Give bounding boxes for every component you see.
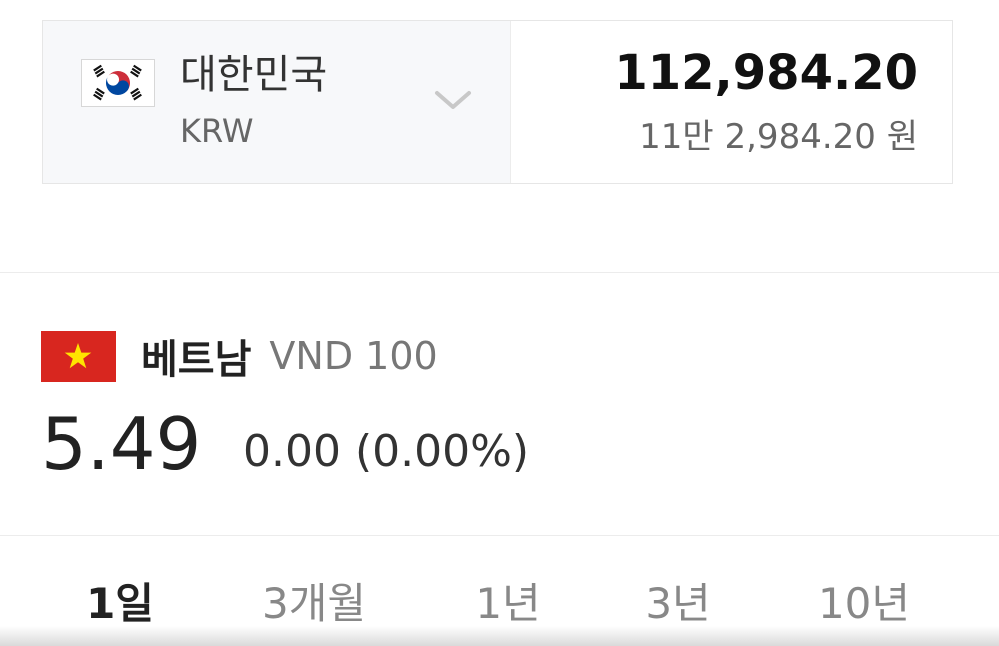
converted-amount: 112,984.20 <box>614 45 918 101</box>
section-divider <box>0 272 999 273</box>
rate-currency-unit: VND 100 <box>269 334 438 378</box>
rate-country-name: 베트남 <box>141 337 252 383</box>
vietnam-flag-icon <box>41 330 116 382</box>
converted-amount-korean: 11만 2,984.20 원 <box>639 117 918 157</box>
exchange-rate-change: 0.00 (0.00%) <box>243 426 530 477</box>
tab-1-year[interactable]: 1년 <box>475 579 541 628</box>
section-divider <box>0 535 999 536</box>
currency-converter: 대한민국 KRW 112,984.20 11만 2,984.20 원 <box>42 20 953 184</box>
from-currency-code: KRW <box>180 112 254 150</box>
tab-1-day[interactable]: 1일 <box>86 579 154 628</box>
south-korea-flag-icon <box>81 59 155 107</box>
bottom-shadow <box>0 626 999 646</box>
amount-display[interactable]: 112,984.20 11만 2,984.20 원 <box>511 21 952 183</box>
tab-10-years[interactable]: 10년 <box>817 579 911 628</box>
from-country-name: 대한민국 <box>180 52 328 98</box>
tab-3-months[interactable]: 3개월 <box>261 579 367 628</box>
period-tabs: 1일 3개월 1년 3년 10년 <box>0 570 999 646</box>
exchange-rate-value: 5.49 <box>41 402 202 486</box>
currency-selector[interactable]: 대한민국 KRW <box>43 21 511 183</box>
chevron-down-icon[interactable] <box>433 87 473 113</box>
rate-header: 베트남 VND 100 <box>41 330 438 383</box>
tab-3-years[interactable]: 3년 <box>645 579 711 628</box>
